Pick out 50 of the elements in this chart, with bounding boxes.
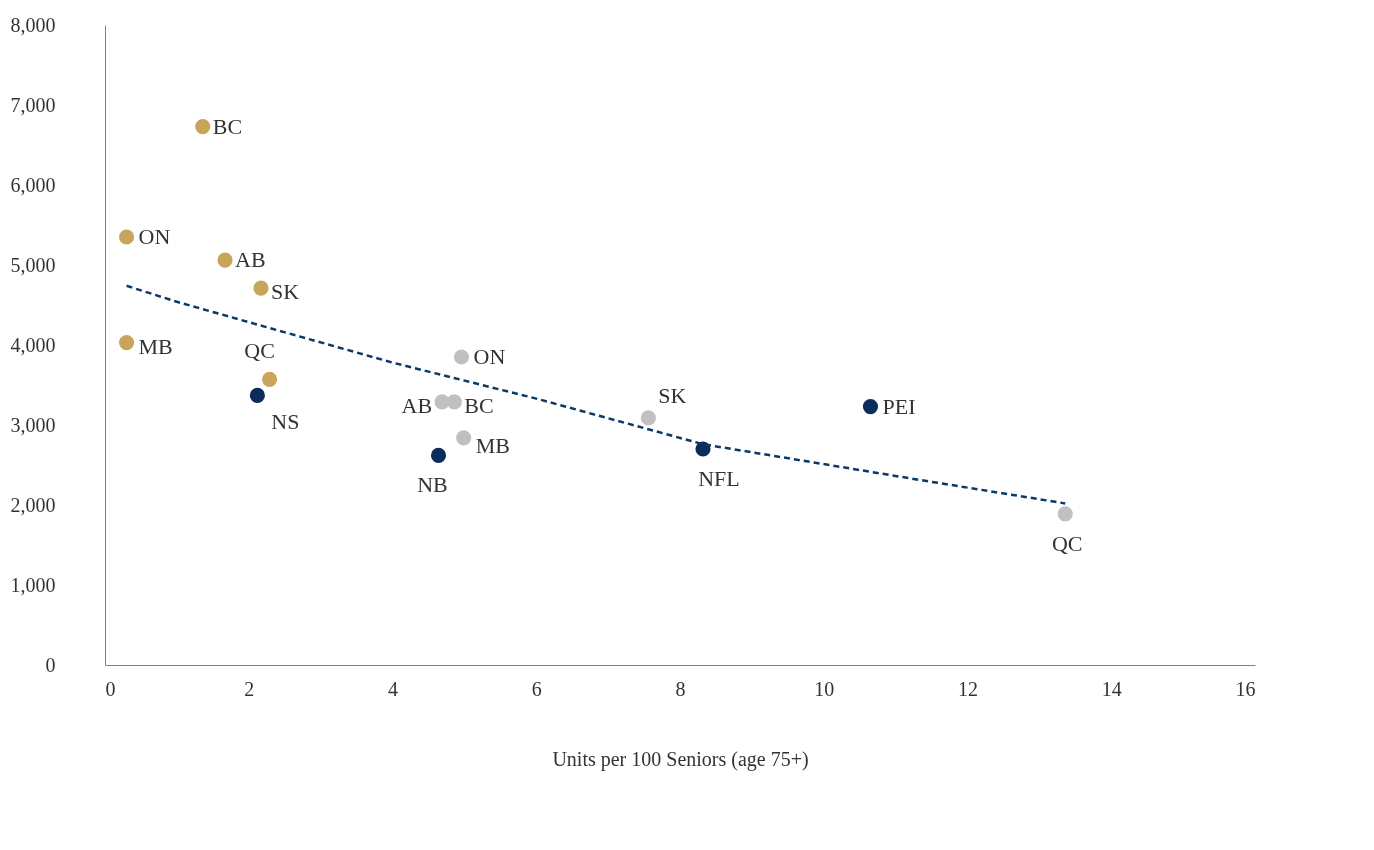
annotation: AB (235, 247, 266, 273)
y-tick-label: 1,000 (10, 573, 56, 596)
y-tick-label: 0 (45, 653, 56, 676)
annotation: QC (1051, 530, 1083, 556)
annotation: SK (658, 382, 687, 408)
point (195, 119, 211, 135)
annotation: QC (244, 338, 275, 364)
x-tick-label: 8 (675, 677, 686, 700)
point (118, 229, 135, 245)
x-tick-label: 14 (1101, 677, 1122, 700)
annotation: BC (212, 113, 243, 139)
annotation: NS (271, 409, 300, 435)
y-tick-label: 7,000 (10, 93, 56, 116)
point (262, 371, 278, 387)
x-tick-label: 16 (1235, 677, 1256, 700)
point (862, 399, 879, 415)
y-tick-label: 4,000 (10, 333, 56, 356)
point (249, 387, 265, 403)
point (446, 394, 462, 410)
x-tick-label: 4 (388, 677, 398, 700)
point (453, 349, 470, 365)
point (430, 447, 447, 463)
annotation: BC (464, 392, 494, 418)
annotation: NFL (698, 466, 740, 491)
point (253, 280, 269, 296)
annotation: MB (475, 432, 510, 458)
x-axis-title: Units per 100 Seniors (age 75+) (552, 747, 809, 771)
point (118, 335, 135, 351)
annotation: ON (473, 344, 506, 369)
x-tick-label: 2 (244, 677, 255, 700)
annotation: ON (138, 224, 171, 249)
annotation: AB (401, 392, 433, 418)
point (456, 430, 472, 446)
y-tick-label: 8,000 (10, 13, 56, 36)
x-tick-label: 6 (531, 677, 542, 700)
y-tick-label: 6,000 (10, 173, 56, 196)
annotation: SK (270, 279, 300, 305)
y-tick-label: 2,000 (10, 493, 56, 516)
annotation: NB (417, 472, 448, 498)
y-tick-label: 3,000 (10, 413, 56, 436)
x-tick-label: 10 (814, 677, 835, 700)
point (217, 252, 233, 268)
x-tick-label: 12 (958, 677, 978, 700)
line-series (125, 284, 1067, 505)
point (1057, 506, 1073, 522)
x-tick-label: 0 (105, 677, 116, 700)
annotation: PEI (882, 393, 916, 419)
point (640, 410, 656, 426)
y-tick-label: 5,000 (10, 253, 56, 276)
annotation: MB (138, 333, 173, 359)
